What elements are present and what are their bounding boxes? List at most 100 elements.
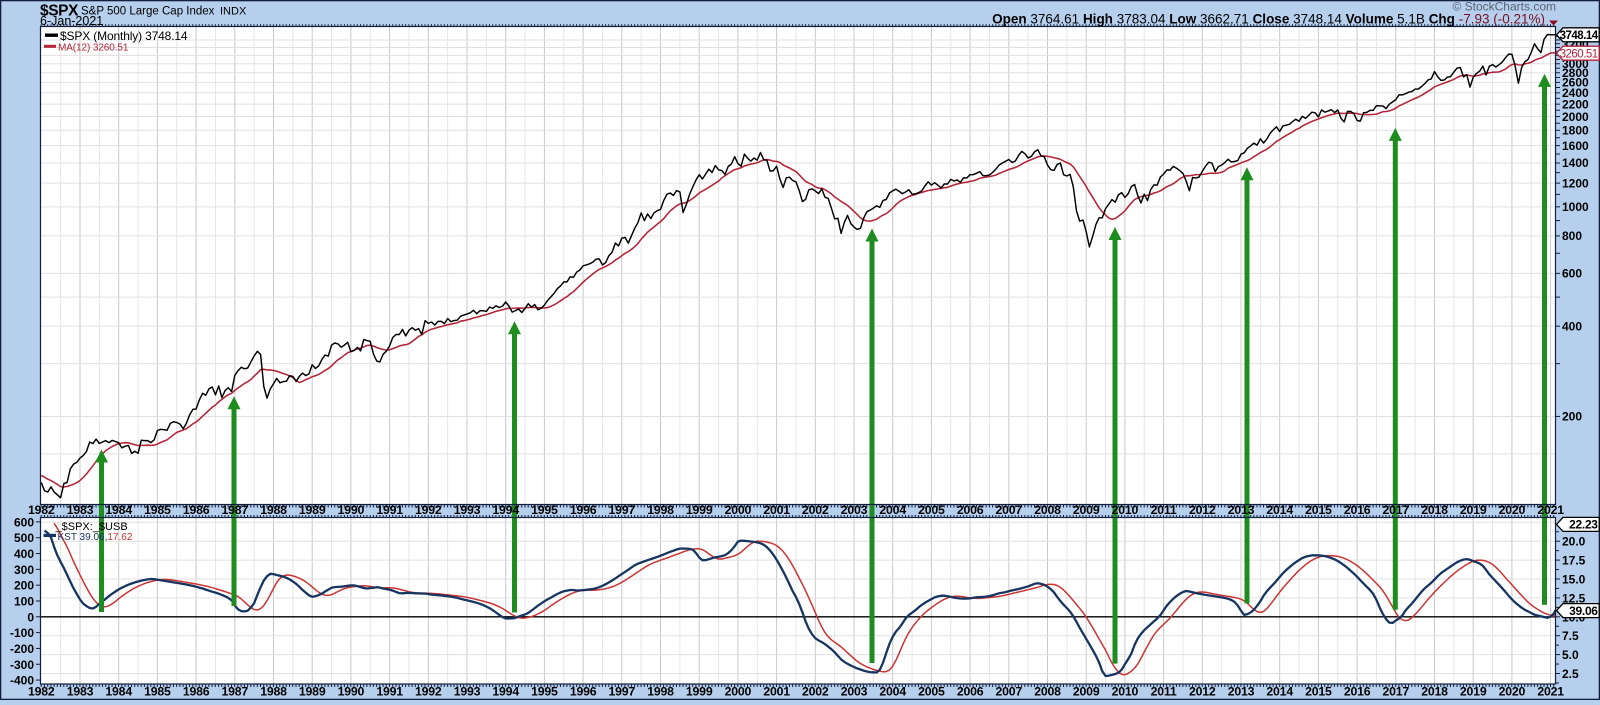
svg-text:S&P 500 Large Cap Index: S&P 500 Large Cap Index xyxy=(81,6,215,18)
svg-text:1400: 1400 xyxy=(1562,156,1589,170)
svg-text:1997: 1997 xyxy=(609,685,636,699)
svg-text:5.0: 5.0 xyxy=(1562,648,1579,662)
svg-text:2010: 2010 xyxy=(1112,685,1139,699)
svg-text:2000: 2000 xyxy=(725,503,752,517)
svg-text:1991: 1991 xyxy=(376,503,403,517)
svg-text:2018: 2018 xyxy=(1421,503,1448,517)
svg-text:1988: 1988 xyxy=(260,503,287,517)
svg-text:1996: 1996 xyxy=(570,503,597,517)
svg-text:MA(12) 3260.51: MA(12) 3260.51 xyxy=(58,42,129,53)
svg-text:2000: 2000 xyxy=(725,685,752,699)
svg-text:2019: 2019 xyxy=(1460,503,1487,517)
svg-text:1991: 1991 xyxy=(376,685,403,699)
svg-text:0: 0 xyxy=(27,610,34,624)
svg-text:$SPX: $SPX xyxy=(40,3,79,20)
svg-text:1984: 1984 xyxy=(105,503,132,517)
svg-text:2013: 2013 xyxy=(1228,503,1255,517)
svg-text:2016: 2016 xyxy=(1344,685,1371,699)
svg-text:2010: 2010 xyxy=(1112,503,1139,517)
svg-text:1000: 1000 xyxy=(1562,200,1589,214)
svg-text:2001: 2001 xyxy=(763,685,790,699)
svg-text:-200: -200 xyxy=(10,642,34,656)
svg-text:2018: 2018 xyxy=(1421,685,1448,699)
svg-text:1985: 1985 xyxy=(144,503,171,517)
svg-text:1995: 1995 xyxy=(531,685,558,699)
svg-text:2005: 2005 xyxy=(918,685,945,699)
svg-text:17.5: 17.5 xyxy=(1562,554,1586,568)
svg-text:1983: 1983 xyxy=(67,503,94,517)
svg-text:2015: 2015 xyxy=(1305,685,1332,699)
svg-text:2008: 2008 xyxy=(1034,685,1061,699)
svg-text:3260.51: 3260.51 xyxy=(1560,49,1598,61)
svg-text:2011: 2011 xyxy=(1151,685,1177,699)
svg-text:2400: 2400 xyxy=(1562,86,1589,100)
svg-text:2014: 2014 xyxy=(1266,685,1293,699)
svg-text:2001: 2001 xyxy=(763,503,790,517)
svg-text:2002: 2002 xyxy=(802,503,829,517)
svg-text:2004: 2004 xyxy=(879,503,906,517)
svg-text:600: 600 xyxy=(14,515,34,529)
svg-text:2800: 2800 xyxy=(1562,66,1589,80)
svg-text:1995: 1995 xyxy=(531,503,558,517)
svg-text:2017: 2017 xyxy=(1383,503,1410,517)
svg-text:1982: 1982 xyxy=(28,503,55,517)
svg-text:200: 200 xyxy=(1562,410,1582,424)
svg-text:2014: 2014 xyxy=(1266,503,1293,517)
svg-text:20.0: 20.0 xyxy=(1562,535,1586,549)
svg-text:-300: -300 xyxy=(10,658,34,672)
svg-text:1984: 1984 xyxy=(105,685,132,699)
svg-text:1987: 1987 xyxy=(222,685,249,699)
svg-text:12.5: 12.5 xyxy=(1562,591,1586,605)
svg-text:2021: 2021 xyxy=(1537,503,1564,517)
svg-text:-400: -400 xyxy=(10,674,34,688)
svg-text:1993: 1993 xyxy=(454,685,481,699)
svg-text:1987: 1987 xyxy=(222,503,249,517)
svg-text:1999: 1999 xyxy=(686,503,713,517)
svg-text:1994: 1994 xyxy=(492,685,519,699)
svg-text:6-Jan-2021: 6-Jan-2021 xyxy=(40,14,103,28)
svg-text:2009: 2009 xyxy=(1073,685,1100,699)
svg-text:7.5: 7.5 xyxy=(1562,629,1579,643)
svg-text:Open 3764.61 High 3783.04 Low: Open 3764.61 High 3783.04 Low 3662.71 Cl… xyxy=(992,12,1545,27)
svg-text:3748.14: 3748.14 xyxy=(1560,30,1599,42)
svg-text:2004: 2004 xyxy=(879,685,906,699)
svg-text:2006: 2006 xyxy=(957,503,984,517)
svg-text:2.5: 2.5 xyxy=(1562,667,1579,681)
svg-text:15.0: 15.0 xyxy=(1562,573,1586,587)
svg-text:1988: 1988 xyxy=(260,685,287,699)
svg-text:1986: 1986 xyxy=(183,503,210,517)
svg-text:500: 500 xyxy=(14,531,34,545)
svg-text:2015: 2015 xyxy=(1305,503,1332,517)
svg-text:2012: 2012 xyxy=(1189,685,1216,699)
svg-text:1989: 1989 xyxy=(299,685,326,699)
svg-text:1200: 1200 xyxy=(1562,176,1589,190)
svg-text:2200: 2200 xyxy=(1562,97,1589,111)
svg-text:1998: 1998 xyxy=(647,685,674,699)
svg-text:2006: 2006 xyxy=(957,685,984,699)
svg-text:2012: 2012 xyxy=(1189,503,1216,517)
svg-text:INDX: INDX xyxy=(220,6,247,18)
svg-text:2003: 2003 xyxy=(841,503,868,517)
svg-text:© StockCharts.com: © StockCharts.com xyxy=(1452,0,1556,14)
svg-text:2016: 2016 xyxy=(1344,503,1371,517)
svg-text:-100: -100 xyxy=(10,626,34,640)
svg-text:2017: 2017 xyxy=(1383,685,1410,699)
svg-text:1990: 1990 xyxy=(338,503,365,517)
svg-text:1982: 1982 xyxy=(28,685,55,699)
svg-text:200: 200 xyxy=(14,579,34,593)
svg-text:1999: 1999 xyxy=(686,685,713,699)
svg-text:39.06: 39.06 xyxy=(1569,604,1598,618)
svg-text:1998: 1998 xyxy=(647,503,674,517)
svg-text:2013: 2013 xyxy=(1228,685,1255,699)
svg-text:1990: 1990 xyxy=(338,685,365,699)
svg-text:2011: 2011 xyxy=(1151,503,1177,517)
svg-text:2005: 2005 xyxy=(918,503,945,517)
svg-text:1994: 1994 xyxy=(492,503,519,517)
svg-text:2020: 2020 xyxy=(1499,685,1526,699)
svg-text:2002: 2002 xyxy=(802,685,829,699)
svg-text:1600: 1600 xyxy=(1562,139,1589,153)
svg-text:100: 100 xyxy=(14,595,34,609)
svg-text:400: 400 xyxy=(14,547,34,561)
svg-text:800: 800 xyxy=(1562,229,1582,243)
svg-text:1997: 1997 xyxy=(609,503,636,517)
